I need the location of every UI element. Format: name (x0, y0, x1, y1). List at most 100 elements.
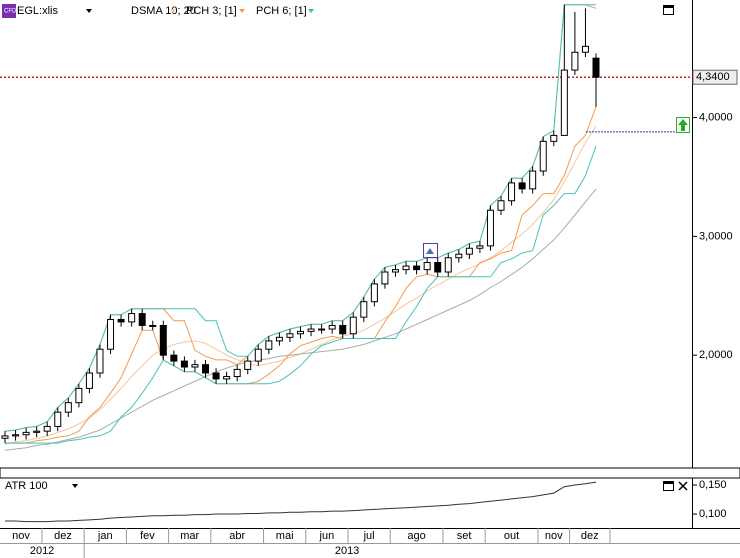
cfd-icon[interactable] (2, 4, 16, 18)
candle-body (254, 348, 262, 362)
candle-body (423, 262, 431, 271)
candle-body (349, 316, 357, 335)
candle-body (159, 324, 167, 356)
candle-body (128, 313, 136, 323)
dropdown-arrow[interactable] (239, 9, 245, 13)
candle-body (12, 434, 20, 437)
dropdown-arrow[interactable] (72, 484, 78, 488)
indicator-line (5, 145, 597, 444)
candle-body (22, 431, 30, 436)
candle-body (117, 319, 125, 323)
y-tick-label: 2,0000 (699, 349, 733, 361)
candle-body (592, 57, 600, 78)
candle-body (85, 372, 93, 389)
legend-entry[interactable]: PCH 6; [1] (256, 5, 307, 17)
candle-body (444, 257, 452, 273)
candle-body (328, 324, 336, 330)
candle-body (539, 140, 547, 172)
candle-body (307, 328, 315, 332)
month-label: dez (54, 530, 72, 542)
candle-body (550, 134, 558, 142)
candle-body (64, 402, 72, 413)
symbol[interactable]: EGL:xlis (17, 5, 58, 17)
month-label: set (457, 530, 472, 542)
candle-body (275, 336, 283, 342)
dropdown-arrow[interactable] (86, 9, 92, 13)
atr-line (5, 481, 597, 523)
indicator-line (5, 106, 597, 444)
candle-body (138, 313, 146, 326)
candle-body (149, 324, 157, 327)
month-label: dez (581, 530, 599, 542)
month-label: nov (545, 530, 563, 542)
candle-body (223, 376, 231, 380)
candle-body (54, 411, 62, 427)
candle-body (391, 269, 399, 273)
y-tick-label: 3,0000 (699, 230, 733, 242)
indicator-line (4, 188, 597, 451)
y-tick-label: 0,150 (699, 479, 727, 491)
candle-body (33, 430, 41, 433)
candle-body (486, 209, 494, 247)
main-pane: 2,0000 3,0000 4,0000 4,3400 0,150 0,100 nov dez… (0, 4, 738, 558)
candle-body (75, 387, 83, 404)
candle-body (1, 435, 9, 439)
lower-pane-title[interactable]: ATR 100 (5, 480, 48, 492)
candle-body (413, 265, 421, 271)
candle-body (43, 425, 51, 432)
candle-body (370, 283, 378, 303)
month-label: abr (229, 530, 245, 542)
month-label: fev (140, 530, 155, 542)
candle-body (508, 182, 516, 202)
month-label: nov (12, 530, 30, 542)
candle-body (96, 348, 104, 374)
month-label: ago (407, 530, 425, 542)
candle-body (529, 170, 537, 190)
pane-separator (0, 467, 740, 479)
event-marker-icon (426, 248, 434, 254)
y-tick-label: 4,0000 (699, 112, 733, 124)
candle-body (360, 301, 368, 318)
candle-body (297, 330, 304, 335)
candle-body (381, 271, 389, 285)
candle-body (560, 69, 568, 136)
maximize-button[interactable] (663, 5, 674, 15)
dropdown-arrow[interactable] (170, 9, 176, 13)
month-label: out (504, 530, 519, 542)
candle-body (571, 51, 579, 71)
candle-body (202, 364, 210, 374)
candle-body (233, 368, 241, 378)
month-label: jan (97, 530, 113, 542)
year-label: 2013 (335, 545, 359, 557)
candle-body (455, 253, 463, 259)
last-price-box (692, 69, 738, 85)
dropdown-arrow[interactable] (308, 9, 314, 13)
candle-body (265, 340, 273, 350)
candle-body (286, 333, 294, 338)
legend-entry[interactable]: DSMA 10; 20 (131, 5, 196, 17)
maximize-button[interactable] (663, 481, 674, 491)
candle-body (518, 182, 526, 190)
y-tick-label: 0,100 (699, 508, 727, 520)
candle-body (497, 200, 505, 211)
close-button[interactable] (678, 481, 688, 491)
cfd-icon-text: CFD (4, 9, 17, 15)
alert-arrow (678, 119, 688, 131)
candle-body (402, 265, 410, 271)
candle-body (244, 360, 252, 370)
month-label: jul (363, 530, 375, 542)
candle-body (318, 328, 326, 331)
legend-entry[interactable]: PCH 3; [1] (186, 5, 237, 17)
year-label: 2012 (30, 545, 54, 557)
month-label: mar (180, 530, 199, 542)
month-label: jun (319, 530, 335, 542)
candle-body (191, 364, 199, 368)
last-price-label: 4,3400 (696, 71, 730, 83)
candle-body (107, 319, 115, 350)
candle-body (476, 245, 484, 249)
candle-body (465, 247, 473, 255)
candle-body (180, 360, 188, 368)
indicator-line (4, 4, 596, 432)
